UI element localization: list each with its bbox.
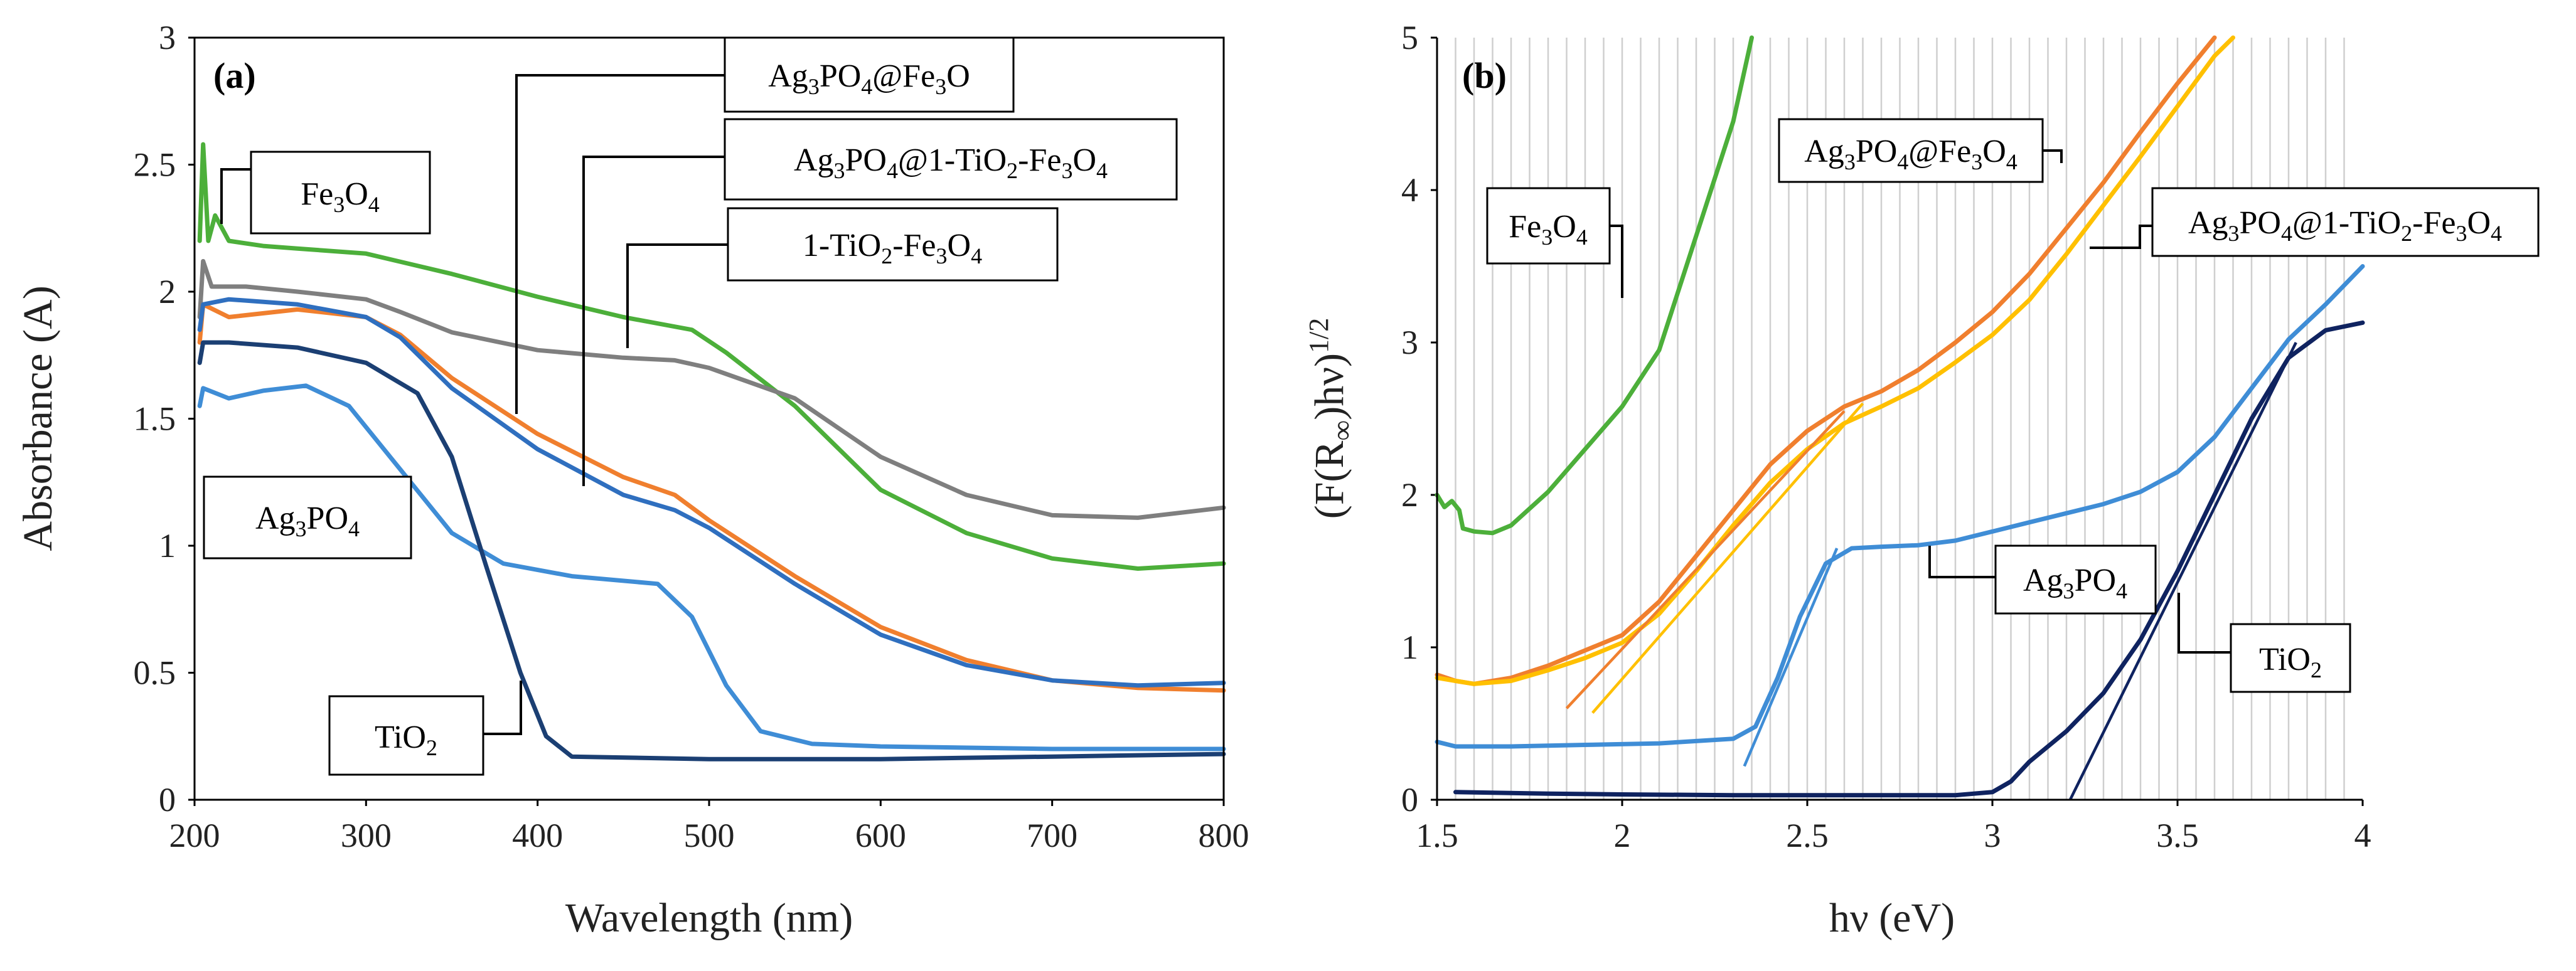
a-x-tick-label: 400 bbox=[512, 817, 563, 854]
a-y-tick-label: 2 bbox=[159, 273, 176, 310]
a-x-tick-label: 800 bbox=[1199, 817, 1249, 854]
b-y-tick-label: 2 bbox=[1401, 476, 1418, 514]
panel-a-ann-box-fe3o4 bbox=[250, 151, 431, 235]
panel-a-leader-ag3po4-1-tio2-fe3o4 bbox=[582, 156, 725, 486]
a-series-ag3po4-1-tio2-fe3o4 bbox=[197, 297, 1226, 688]
panel-b-leader-tio2 bbox=[2178, 593, 2231, 654]
panel-a-y-axis-label: Absorbance (A) bbox=[15, 285, 61, 551]
a-series-ag3po4-fe3o bbox=[197, 302, 1226, 693]
b-y-tick-label: 3 bbox=[1401, 324, 1418, 361]
panel-a-label: (a) bbox=[213, 55, 256, 96]
a-series-fe3o4 bbox=[197, 142, 1226, 571]
panel-b-leader-ag3po4 bbox=[1928, 546, 1996, 578]
panel-a-series-group bbox=[197, 142, 1226, 761]
panel-b-leader-ag3po4-fe3o4 bbox=[2043, 149, 2063, 163]
panel-b-leader-ag3po4-1-tio2-fe3o4 bbox=[2090, 225, 2152, 249]
panel-a-plot-frame bbox=[193, 36, 1225, 801]
panel-a-ann-1-tio2-fe3o4: 1-TiO2-Fe3O4 bbox=[803, 228, 982, 268]
b-y-tick-label: 5 bbox=[1401, 19, 1418, 56]
panel-a-leader-ag3po4-fe3o bbox=[515, 74, 725, 414]
b-fit-line-tio2 bbox=[2068, 342, 2297, 800]
b-y-tick-label: 0 bbox=[1401, 781, 1418, 819]
a-y-tick-label: 1 bbox=[159, 527, 176, 565]
a-y-tick-label: 3 bbox=[159, 19, 176, 56]
b-series-tio2 bbox=[1453, 320, 2365, 798]
b-y-tick-label: 1 bbox=[1401, 629, 1418, 666]
panel-a-chart: 200 300 400 500 600 700 800 0 0.5 1 1.5 2 2.5 3 (a) W… bbox=[15, 19, 1249, 941]
a-y-tick-label: 0 bbox=[159, 781, 176, 819]
panel-a-leader-fe3o4 bbox=[220, 168, 251, 224]
panel-b-ann-fe3o4: Fe3O4 bbox=[1509, 209, 1588, 250]
a-x-tick-label: 500 bbox=[684, 817, 735, 854]
a-y-tick-label: 2.5 bbox=[134, 146, 176, 184]
panel-a-ann-fe3o4: Fe3O4 bbox=[301, 176, 380, 217]
a-y-tick-label: 0.5 bbox=[134, 654, 176, 692]
panel-a-ann-box-tio2 bbox=[328, 695, 484, 776]
a-x-tick-label: 700 bbox=[1027, 817, 1077, 854]
panel-b-label: (b) bbox=[1462, 55, 1507, 96]
a-x-tick-label: 200 bbox=[169, 817, 220, 854]
b-series-ag3po4 bbox=[1435, 264, 2365, 749]
panel-b-ann-box-tio2 bbox=[2230, 623, 2351, 693]
b-series-ag3po4-1-tio2-fe3o4 bbox=[1435, 35, 2235, 686]
panel-b-leader-fe3o4 bbox=[1610, 225, 1623, 298]
panel-b-ann-ag3po4: Ag3PO4 bbox=[2023, 563, 2127, 603]
panel-a-ann-ag3po4-1-tio2-fe3o4: Ag3PO4@1-TiO2-Fe3O4 bbox=[794, 142, 1108, 183]
panel-b-ann-box-ag3po4-fe3o4 bbox=[1778, 118, 2044, 183]
panel-b-y-axis-label: (F(R∞)hν)1/2 bbox=[1303, 318, 1358, 519]
panel-b-fit-lines bbox=[1565, 342, 2297, 800]
b-x-tick-label: 1.5 bbox=[1416, 817, 1458, 854]
b-series-fe3o4 bbox=[1435, 35, 1754, 536]
panel-a-ann-box-ag3po4 bbox=[203, 475, 412, 560]
panel-a-annotations: Ag3PO4@Fe3O Ag3PO4@1-TiO2-Fe3O4 1-TiO2-F… bbox=[203, 36, 1178, 776]
a-x-tick-label: 600 bbox=[855, 817, 906, 854]
b-x-tick-label: 3 bbox=[1984, 817, 2001, 854]
panel-b-ann-box-ag3po4 bbox=[1994, 544, 2157, 615]
panel-a-ann-box-ag3po4-fe3o bbox=[724, 36, 1015, 113]
panel-b-ann-tio2: TiO2 bbox=[2259, 642, 2322, 682]
panel-a-ann-tio2: TiO2 bbox=[375, 719, 437, 760]
panel-b-ann-box-ag3po4-1-tio2-fe3o4 bbox=[2151, 187, 2540, 257]
panel-b-annotations: Fe3O4 Ag3PO4@Fe3O4 Ag3PO4@1-TiO2-Fe3O4 A… bbox=[1486, 118, 2540, 693]
panel-b-ann-box-fe3o4 bbox=[1486, 187, 1611, 265]
panel-a-ann-ag3po4: Ag3PO4 bbox=[255, 501, 360, 541]
panel-b-ann-ag3po4-fe3o4: Ag3PO4@Fe3O4 bbox=[1804, 134, 2018, 174]
panel-a-ticks: 200 300 400 500 600 700 800 0 0.5 1 1.5 2 2.5 3 bbox=[134, 19, 1249, 854]
panel-a-x-axis-label: Wavelength (nm) bbox=[565, 895, 853, 941]
a-series-tio2 bbox=[197, 340, 1226, 761]
b-fit-line-ag3po4-1-tio2-fe3o4 bbox=[1591, 402, 1864, 714]
panel-a-ann-box-ag3po4-1-tio2-fe3o4 bbox=[724, 118, 1178, 201]
b-series-ag3po4-fe3o4 bbox=[1435, 35, 2217, 686]
b-fit-line-ag3po4 bbox=[1743, 548, 1839, 767]
panel-b-ann-ag3po4-1-tio2-fe3o4: Ag3PO4@1-TiO2-Fe3O4 bbox=[2188, 205, 2502, 246]
a-series-ag3po4 bbox=[197, 383, 1226, 751]
b-x-tick-label: 2 bbox=[1614, 817, 1631, 854]
panel-b-x-axis-label: hν (eV) bbox=[1829, 895, 1955, 941]
panel-b-series-group bbox=[1435, 35, 2365, 798]
b-x-tick-label: 3.5 bbox=[2156, 817, 2199, 854]
a-series-1-tio2-fe3o4 bbox=[197, 258, 1226, 520]
b-x-tick-label: 4 bbox=[2354, 817, 2371, 854]
a-y-tick-label: 1.5 bbox=[134, 400, 176, 438]
a-x-tick-label: 300 bbox=[341, 817, 392, 854]
panel-a-ann-box-1-tio2-fe3o4 bbox=[727, 207, 1059, 282]
b-y-tick-label: 4 bbox=[1401, 171, 1418, 209]
b-x-tick-label: 2.5 bbox=[1786, 817, 1829, 854]
panel-a-ann-ag3po4-fe3o: Ag3PO4@Fe3O bbox=[768, 58, 970, 99]
panel-a-leader-1-tio2-fe3o4 bbox=[626, 243, 728, 348]
panel-a-leader-tio2 bbox=[483, 681, 522, 735]
panel-b-chart: 1.5 2 2.5 3 3.5 4 0 1 2 3 4 5 (b) hν (eV) (F(R∞)hν)… bbox=[1303, 19, 2540, 941]
b-fit-line-ag3po4-fe3o4 bbox=[1565, 410, 1846, 709]
panel-b-ticks: 1.5 2 2.5 3 3.5 4 0 1 2 3 4 5 bbox=[1401, 19, 2371, 854]
